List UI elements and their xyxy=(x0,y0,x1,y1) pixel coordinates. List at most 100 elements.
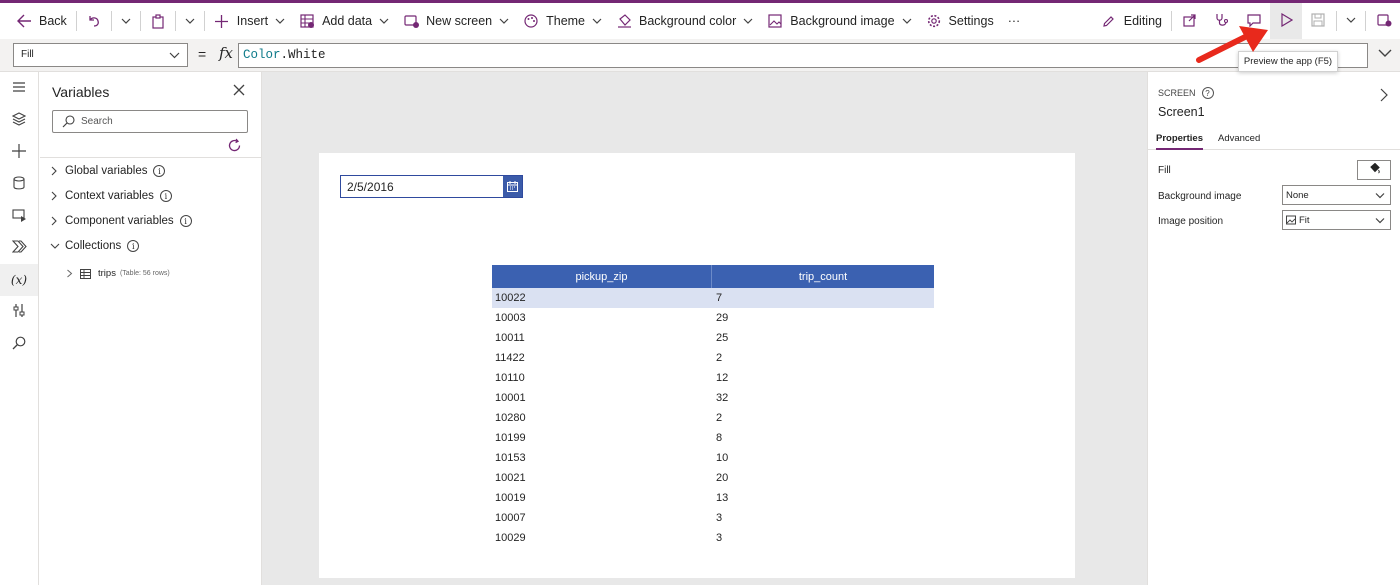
expand-formula-button[interactable] xyxy=(1378,47,1392,62)
table-row[interactable]: 10011 25 xyxy=(492,328,934,348)
paste-dropdown[interactable] xyxy=(178,3,202,39)
pencil-icon xyxy=(1101,13,1117,29)
search-icon xyxy=(62,115,75,131)
background-image-label: Background image xyxy=(1158,191,1242,202)
rail-data-button[interactable] xyxy=(0,168,38,200)
settings-button[interactable]: Settings xyxy=(919,3,1001,39)
table-row[interactable]: 10022 7 xyxy=(492,288,934,308)
command-bar: Back Insert Add data New screen Theme xyxy=(0,3,1400,39)
new-screen-button[interactable]: New screen xyxy=(396,3,516,39)
component-variables-group[interactable]: Component variables i xyxy=(50,215,192,227)
chevron-down-icon xyxy=(275,16,285,26)
paste-button[interactable] xyxy=(143,3,173,39)
table-row[interactable]: 11422 2 xyxy=(492,348,934,368)
rail-variables-button[interactable]: (x) xyxy=(0,264,38,296)
info-icon[interactable]: i xyxy=(153,165,166,177)
table-cell: 10021 xyxy=(495,472,526,484)
rail-insert-button[interactable] xyxy=(0,136,38,168)
column-header[interactable]: trip_count xyxy=(798,270,848,283)
equals-sign: = xyxy=(198,46,207,62)
table-cell: 2 xyxy=(716,352,723,364)
fill-color-picker[interactable] xyxy=(1357,160,1391,180)
rail-media-button[interactable] xyxy=(0,200,38,232)
search-icon xyxy=(12,336,26,353)
table-row[interactable]: 10110 12 xyxy=(492,368,934,388)
table-cell: 3 xyxy=(716,512,723,524)
formula-input[interactable]: Color.White xyxy=(238,43,1368,68)
back-button[interactable]: Back xyxy=(0,3,74,39)
rail-advanced-tools-button[interactable] xyxy=(0,296,38,328)
rail-search-button[interactable] xyxy=(0,328,38,360)
table-cell: 12 xyxy=(716,372,729,384)
table-row[interactable]: 10021 20 xyxy=(492,468,934,488)
undo-button[interactable] xyxy=(79,3,109,39)
save-button[interactable] xyxy=(1302,3,1334,39)
global-variables-group[interactable]: Global variables i xyxy=(50,165,166,177)
table-cell: 10001 xyxy=(495,392,526,404)
tab-advanced[interactable]: Advanced xyxy=(1218,133,1261,144)
undo-dropdown[interactable] xyxy=(114,3,138,39)
info-icon[interactable]: i xyxy=(179,215,192,227)
background-color-label: Background color xyxy=(639,14,737,28)
table-row[interactable]: 10029 3 xyxy=(492,528,934,548)
table-cell: 20 xyxy=(716,472,729,484)
refresh-icon[interactable] xyxy=(227,138,242,156)
table-row[interactable]: 10007 3 xyxy=(492,508,934,528)
add-data-button[interactable]: Add data xyxy=(292,3,396,39)
data-table[interactable]: pickup_zip trip_count 10022 7 10003 29 10011… xyxy=(492,265,934,548)
date-picker[interactable]: 2/5/2016 xyxy=(340,175,523,198)
comments-button[interactable] xyxy=(1238,3,1270,39)
background-color-button[interactable]: Background color xyxy=(609,3,760,39)
image-fit-icon xyxy=(1286,215,1296,225)
theme-button[interactable]: Theme xyxy=(516,3,609,39)
app-checker-button[interactable] xyxy=(1206,3,1238,39)
property-dropdown[interactable]: Fill xyxy=(13,43,188,67)
table-cell: 10011 xyxy=(495,332,525,344)
toolbar-divider xyxy=(174,11,176,31)
table-row[interactable]: 10001 32 xyxy=(492,388,934,408)
rail-menu-button[interactable] xyxy=(0,72,38,104)
toolbar-divider xyxy=(110,11,112,31)
rail-tree-view-button[interactable] xyxy=(0,104,38,136)
column-header[interactable]: pickup_zip xyxy=(492,265,712,288)
table-cell: 29 xyxy=(716,312,729,324)
rail-power-automate-button[interactable] xyxy=(0,232,38,264)
context-variables-group[interactable]: Context variables i xyxy=(50,190,172,202)
table-row[interactable]: 10199 8 xyxy=(492,428,934,448)
variables-panel: Variables Search Global variables i Cont… xyxy=(40,72,262,585)
info-icon[interactable]: i xyxy=(159,190,172,202)
table-row[interactable]: 10019 13 xyxy=(492,488,934,508)
collection-item-trips[interactable]: trips (Table: 56 rows) xyxy=(66,268,170,279)
image-position-dropdown[interactable]: Fit xyxy=(1282,210,1391,230)
background-image-dropdown[interactable]: None xyxy=(1282,185,1391,205)
share-button[interactable] xyxy=(1174,3,1206,39)
insert-button[interactable]: Insert xyxy=(207,3,292,39)
save-dropdown[interactable] xyxy=(1339,3,1363,39)
add-data-label: Add data xyxy=(322,14,373,28)
left-rail: (x) xyxy=(0,72,39,585)
background-image-button[interactable]: Background image xyxy=(760,3,918,39)
editing-mode-button[interactable]: Editing xyxy=(1094,3,1169,39)
more-commands-button[interactable]: ··· xyxy=(1007,14,1021,28)
date-picker-value: 2/5/2016 xyxy=(347,180,394,194)
tab-properties[interactable]: Properties xyxy=(1156,133,1203,150)
divider xyxy=(40,157,262,158)
table-cell: 10029 xyxy=(495,532,526,544)
collapse-panel-icon[interactable] xyxy=(1380,88,1388,105)
table-row[interactable]: 10153 10 xyxy=(492,448,934,468)
table-row[interactable]: 10280 2 xyxy=(492,408,934,428)
chevron-right-icon xyxy=(50,216,62,226)
close-icon[interactable] xyxy=(233,84,247,98)
variables-search-input[interactable]: Search xyxy=(52,110,248,133)
collections-group[interactable]: Collections i xyxy=(50,240,140,252)
preview-app-button[interactable] xyxy=(1270,3,1302,39)
info-icon[interactable]: i xyxy=(127,240,140,252)
group-label: Collections xyxy=(65,240,122,252)
publish-button[interactable] xyxy=(1368,3,1400,39)
calendar-icon[interactable] xyxy=(503,176,522,197)
table-row[interactable]: 10003 29 xyxy=(492,308,934,328)
help-icon[interactable]: ? xyxy=(1201,87,1214,99)
chevron-down-icon xyxy=(592,16,602,26)
gear-icon xyxy=(926,13,942,29)
app-screen[interactable]: 2/5/2016 pickup_zip trip_count 10022 7 100… xyxy=(319,153,1075,578)
